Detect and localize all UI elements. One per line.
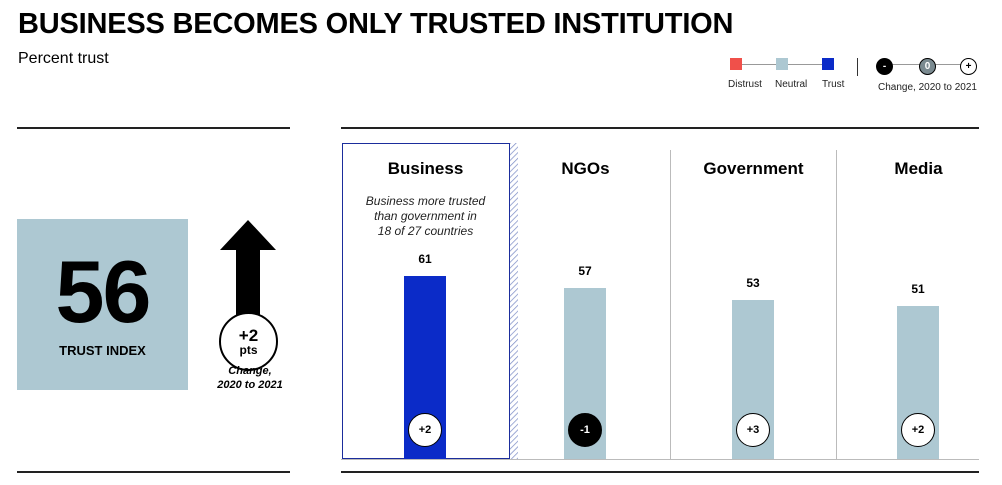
trust-index-change-value: +2: [238, 325, 259, 345]
trust-index-change-badge: +2 pts: [219, 312, 278, 371]
trust-index-box: 56 TRUST INDEX: [17, 219, 188, 390]
category-title-ngos: NGOs: [561, 159, 610, 178]
legend: Distrust Neutral Trust - 0 + Change, 202…: [724, 56, 984, 96]
legend-change-positive: +: [960, 58, 977, 75]
legend-separator: [857, 58, 858, 76]
value-label-business: 61: [418, 252, 432, 266]
legend-swatch-neutral: [776, 58, 788, 70]
left-top-rule: [17, 127, 290, 129]
trust-index-value: 56: [55, 242, 152, 341]
legend-label-distrust: Distrust: [728, 79, 762, 90]
chart-bottom-rule: [341, 471, 979, 473]
category-title-government: Government: [703, 159, 804, 178]
value-label-media: 51: [911, 282, 925, 296]
left-bottom-rule: [17, 471, 290, 473]
note-line: 18 of 27 countries: [377, 224, 474, 238]
value-label-government: 53: [746, 276, 760, 290]
legend-change-zero: 0: [919, 58, 936, 75]
change-badge-media: +2: [901, 413, 935, 447]
page-subtitle: Percent trust: [18, 50, 109, 67]
change-badge-government: +3: [736, 413, 770, 447]
change-caption-line1: Change,: [228, 365, 272, 377]
trust-index-label: TRUST INDEX: [59, 343, 146, 358]
value-label-ngos: 57: [578, 264, 592, 278]
up-arrow-icon: [220, 220, 276, 352]
change-badge-ngos: -1: [568, 413, 602, 447]
column-separator: [670, 150, 671, 459]
institution-trust-chart: Business more trusted than government in…: [341, 128, 979, 474]
business-highlight-hatch: [510, 143, 518, 459]
page-title: BUSINESS BECOMES ONLY TRUSTED INSTITUTIO…: [18, 8, 734, 40]
business-note: Business more trusted than government in…: [343, 194, 508, 239]
legend-swatch-distrust: [730, 58, 742, 70]
column-separator: [836, 150, 837, 459]
chart-top-rule: [341, 127, 979, 129]
chart-baseline: [341, 459, 979, 460]
change-badge-business: +2: [408, 413, 442, 447]
legend-change-label: Change, 2020 to 2021: [878, 82, 977, 93]
note-line: than government in: [374, 209, 477, 223]
legend-swatch-trust: [822, 58, 834, 70]
legend-label-neutral: Neutral: [775, 79, 808, 90]
legend-label-trust: Trust: [822, 79, 845, 90]
note-line: Business more trusted: [365, 194, 486, 208]
trust-index-change-caption: Change, 2020 to 2021: [205, 364, 295, 392]
category-title-media: Media: [894, 159, 943, 178]
legend-change-negative: -: [876, 58, 893, 75]
change-caption-line2: 2020 to 2021: [217, 379, 283, 391]
trust-index-change-unit: pts: [239, 342, 258, 357]
category-title-business: Business: [387, 159, 464, 178]
